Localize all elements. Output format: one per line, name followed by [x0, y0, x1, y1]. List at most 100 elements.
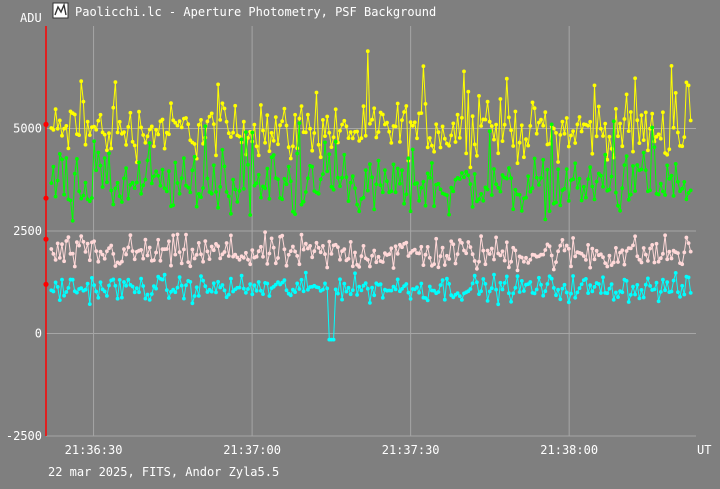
data-point	[524, 137, 528, 142]
data-point	[229, 211, 233, 216]
data-point	[173, 160, 178, 165]
data-point	[460, 115, 464, 120]
data-point	[569, 291, 573, 296]
data-point	[573, 141, 578, 145]
data-point	[477, 292, 481, 296]
data-point	[218, 185, 223, 189]
data-point	[57, 152, 62, 156]
data-point	[603, 261, 608, 265]
data-point	[669, 64, 674, 68]
data-point	[111, 105, 116, 110]
data-point	[590, 289, 595, 294]
data-point	[423, 102, 428, 106]
data-point	[209, 191, 214, 196]
data-point	[331, 187, 336, 192]
data-point	[524, 255, 528, 260]
data-point	[81, 239, 86, 244]
lightcurve-app-icon[interactable]	[52, 2, 69, 19]
data-point	[164, 189, 169, 194]
data-point	[98, 280, 103, 285]
data-point	[661, 251, 665, 256]
data-point	[688, 249, 693, 254]
data-point	[196, 294, 201, 298]
data-point	[120, 295, 124, 300]
data-point	[522, 155, 526, 160]
data-point	[404, 240, 409, 245]
data-point	[246, 257, 250, 262]
data-point	[338, 128, 342, 133]
data-point	[60, 157, 64, 162]
data-point	[376, 130, 381, 134]
data-point	[306, 112, 310, 117]
data-point	[504, 176, 509, 181]
data-point	[378, 183, 383, 188]
data-point	[346, 199, 351, 204]
data-point	[310, 164, 315, 169]
data-point	[646, 259, 650, 263]
data-point	[661, 110, 665, 115]
data-point	[596, 282, 601, 286]
data-point	[590, 184, 595, 189]
data-point	[194, 204, 199, 209]
data-point	[231, 130, 236, 135]
data-point	[650, 111, 655, 116]
data-point	[147, 127, 152, 132]
data-point	[85, 281, 90, 286]
data-point	[449, 133, 454, 138]
data-point	[60, 133, 64, 138]
data-point	[423, 203, 428, 208]
data-point	[271, 245, 276, 250]
data-point	[624, 249, 629, 253]
data-point	[273, 261, 278, 266]
series-3	[49, 230, 693, 273]
data-point	[196, 241, 201, 245]
data-point	[584, 195, 588, 200]
data-point	[145, 134, 150, 139]
data-point	[321, 244, 325, 248]
data-point	[464, 251, 469, 256]
data-point	[229, 276, 233, 281]
series-line	[50, 51, 692, 168]
data-point	[611, 260, 616, 265]
data-point	[584, 277, 588, 281]
data-point	[321, 287, 325, 292]
data-point	[284, 288, 289, 293]
data-point	[404, 282, 409, 286]
data-point	[137, 109, 141, 114]
data-point	[575, 290, 580, 295]
data-point	[244, 250, 248, 255]
data-point	[271, 153, 276, 157]
data-point	[361, 244, 366, 248]
data-point	[551, 267, 556, 272]
data-point	[94, 127, 99, 132]
data-point	[209, 244, 214, 249]
data-point	[363, 281, 368, 285]
data-point	[164, 288, 169, 292]
data-point	[226, 292, 231, 297]
data-point	[372, 248, 377, 253]
data-point	[64, 239, 69, 243]
data-point	[226, 194, 231, 199]
data-point	[280, 197, 285, 202]
data-point	[472, 273, 477, 278]
data-point	[556, 287, 560, 292]
data-point	[237, 134, 242, 139]
data-point	[152, 174, 156, 179]
data-point	[85, 241, 90, 246]
data-point	[218, 256, 223, 261]
data-point	[312, 131, 317, 135]
data-point	[395, 251, 400, 256]
data-point	[385, 120, 389, 125]
data-point	[457, 294, 462, 298]
data-point	[167, 296, 171, 300]
data-point	[686, 191, 691, 195]
data-point	[263, 186, 267, 191]
data-point	[66, 146, 71, 151]
data-point	[562, 186, 567, 191]
data-point	[72, 171, 77, 176]
data-point	[573, 161, 578, 166]
data-point	[425, 245, 430, 249]
data-point	[207, 114, 212, 119]
data-point	[477, 197, 481, 202]
data-point	[184, 232, 188, 237]
